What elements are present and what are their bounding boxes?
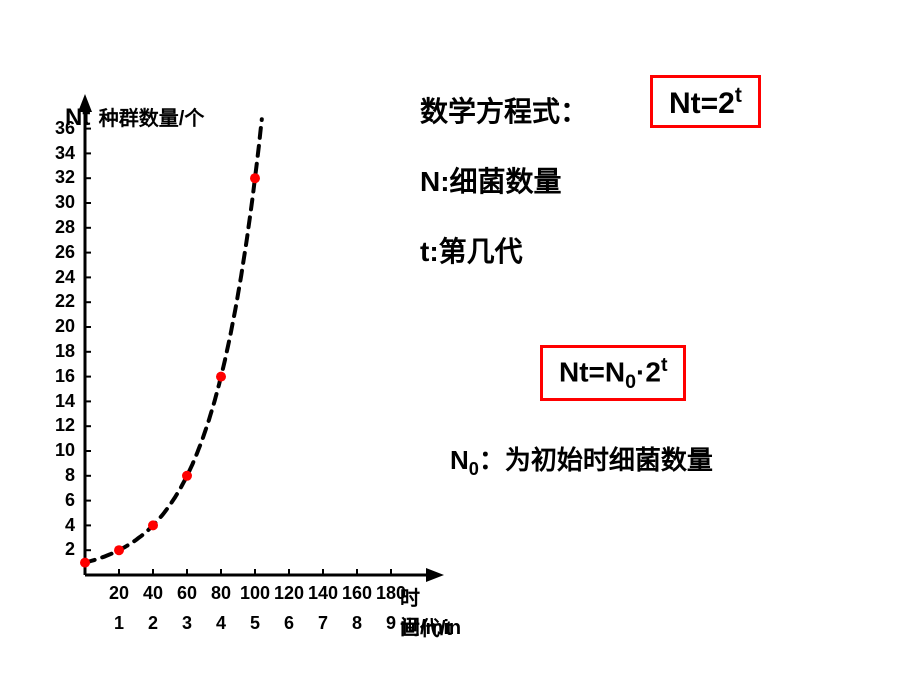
y-tick-label: 34: [35, 143, 75, 164]
y-tick-label: 36: [35, 118, 75, 139]
y-tick-label: 18: [35, 341, 75, 362]
y-tick-label: 10: [35, 440, 75, 461]
formula-panel: 数学方程式： Nt=2t N:细菌数量 t:第几代 Nt=N0·2t N0：为初…: [420, 90, 910, 650]
n0-pre: N: [450, 445, 469, 475]
eq1-sup: t: [735, 84, 742, 107]
y-tick-label: 28: [35, 217, 75, 238]
y-tick-label: 26: [35, 242, 75, 263]
eq2-sub: 0: [625, 371, 636, 393]
y-tick-label: 30: [35, 192, 75, 213]
eq2-mid: ·2: [636, 356, 661, 387]
y-tick-label: 22: [35, 291, 75, 312]
equation-box-1: Nt=2t: [650, 75, 761, 128]
equation-label: 数学方程式：: [420, 96, 588, 127]
y-tick-label: 14: [35, 391, 75, 412]
eq1-base: Nt=2: [669, 87, 735, 120]
n-definition: N:细菌数量: [420, 166, 562, 197]
y-tick-label: 4: [35, 515, 75, 536]
y-axis-title: Nt 种群数量/个: [65, 102, 204, 132]
y-tick-label: 20: [35, 316, 75, 337]
n0-definition: N0：为初始时细菌数量: [450, 445, 713, 475]
y-tick-label: 32: [35, 167, 75, 188]
n0-sub: 0: [469, 459, 479, 479]
t-definition: t:第几代: [420, 236, 523, 267]
n0-post: ：为初始时细菌数量: [479, 445, 713, 475]
y-tick-label: 24: [35, 267, 75, 288]
y-tick-label: 6: [35, 490, 75, 511]
y-tick-label: 16: [35, 366, 75, 387]
equation-box-2: Nt=N0·2t: [540, 345, 686, 401]
eq2-sup: t: [661, 354, 668, 376]
eq2-pre: Nt=N: [559, 356, 625, 387]
y-tick-label: 12: [35, 415, 75, 436]
y-tick-label: 8: [35, 465, 75, 486]
y-tick-label: 2: [35, 539, 75, 560]
chart-container: Nt 种群数量/个 246810121416182022242628303234…: [30, 30, 460, 660]
